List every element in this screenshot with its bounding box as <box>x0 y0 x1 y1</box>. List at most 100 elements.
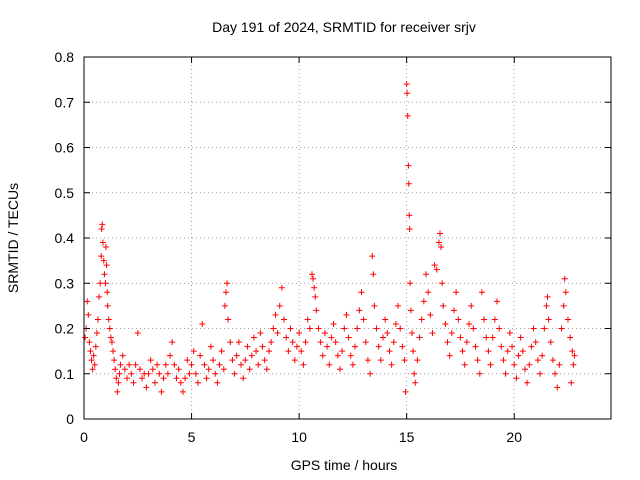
data-point <box>444 339 451 346</box>
data-point <box>324 343 331 350</box>
data-point <box>225 316 232 323</box>
data-point <box>436 230 443 237</box>
data-point <box>96 293 103 300</box>
data-point <box>102 280 109 287</box>
data-point <box>570 361 577 368</box>
data-point <box>356 307 363 314</box>
data-point <box>270 325 277 332</box>
data-point <box>212 370 219 377</box>
data-point <box>369 253 376 260</box>
data-point <box>315 325 322 332</box>
data-point <box>177 379 184 386</box>
data-point <box>257 330 264 337</box>
data-point <box>99 239 106 246</box>
data-point <box>248 352 255 359</box>
data-point <box>402 388 409 395</box>
data-point <box>515 352 522 359</box>
data-point <box>167 352 174 359</box>
data-point <box>511 361 518 368</box>
data-point <box>500 357 507 364</box>
data-point <box>158 388 165 395</box>
data-point <box>84 298 91 305</box>
y-tick-labels: 0 0.1 0.2 0.3 0.4 0.5 0.6 0.7 0.8 <box>55 49 75 427</box>
data-point <box>446 352 453 359</box>
data-point <box>274 330 281 337</box>
data-point <box>491 316 498 323</box>
data-point <box>82 334 89 341</box>
data-point <box>379 334 386 341</box>
data-point <box>154 361 161 368</box>
data-point <box>313 307 320 314</box>
data-point <box>117 361 124 368</box>
data-point <box>371 302 378 309</box>
data-point <box>442 320 449 327</box>
data-point <box>463 339 470 346</box>
data-point <box>263 366 270 373</box>
data-point <box>98 253 105 260</box>
data-point <box>373 325 380 332</box>
grid <box>84 57 611 419</box>
data-point <box>281 316 288 323</box>
data-point <box>184 357 191 364</box>
data-point <box>461 361 468 368</box>
data-point <box>487 361 494 368</box>
data-point <box>145 370 152 377</box>
data-point <box>502 370 509 377</box>
data-point <box>278 284 285 291</box>
data-point <box>496 325 503 332</box>
data-point <box>128 370 135 377</box>
data-point <box>110 348 117 355</box>
data-point <box>406 225 413 232</box>
data-point <box>98 225 105 232</box>
data-point <box>283 334 290 341</box>
data-point <box>328 334 335 341</box>
data-point <box>425 289 432 296</box>
data-point <box>401 357 408 364</box>
data-point <box>114 388 121 395</box>
data-point <box>433 266 440 273</box>
y-tick-label: 0.3 <box>55 275 75 291</box>
data-point <box>571 352 578 359</box>
data-point <box>517 334 524 341</box>
data-point <box>534 357 541 364</box>
data-point <box>300 361 307 368</box>
data-point <box>485 348 492 355</box>
data-point <box>532 339 539 346</box>
data-point <box>296 330 303 337</box>
data-point <box>192 370 199 377</box>
data-point <box>304 316 311 323</box>
data-point <box>470 325 477 332</box>
data-point <box>188 361 195 368</box>
data-point <box>86 339 93 346</box>
data-point <box>375 343 382 350</box>
data-point <box>195 379 202 386</box>
axis-ticks <box>83 56 611 420</box>
data-point <box>341 325 348 332</box>
data-point <box>115 379 122 386</box>
data-point <box>88 357 95 364</box>
data-point <box>238 361 245 368</box>
data-point <box>377 357 384 364</box>
data-point <box>406 212 413 219</box>
data-point <box>438 244 445 251</box>
data-point <box>569 348 576 355</box>
data-point <box>214 379 221 386</box>
data-point <box>235 339 242 346</box>
data-point <box>231 370 238 377</box>
data-point <box>221 302 228 309</box>
data-point <box>298 348 305 355</box>
data-point <box>321 330 328 337</box>
data-point <box>319 352 326 359</box>
x-tick-label: 0 <box>80 429 88 445</box>
data-point <box>100 257 107 264</box>
data-point <box>528 343 535 350</box>
data-point <box>104 302 111 309</box>
data-point <box>210 357 217 364</box>
data-point <box>93 330 100 337</box>
data-point <box>276 302 283 309</box>
data-point <box>549 357 556 364</box>
data-point <box>107 334 114 341</box>
data-point <box>474 357 481 364</box>
data-point <box>253 348 260 355</box>
y-tick-label: 0.8 <box>55 49 75 65</box>
